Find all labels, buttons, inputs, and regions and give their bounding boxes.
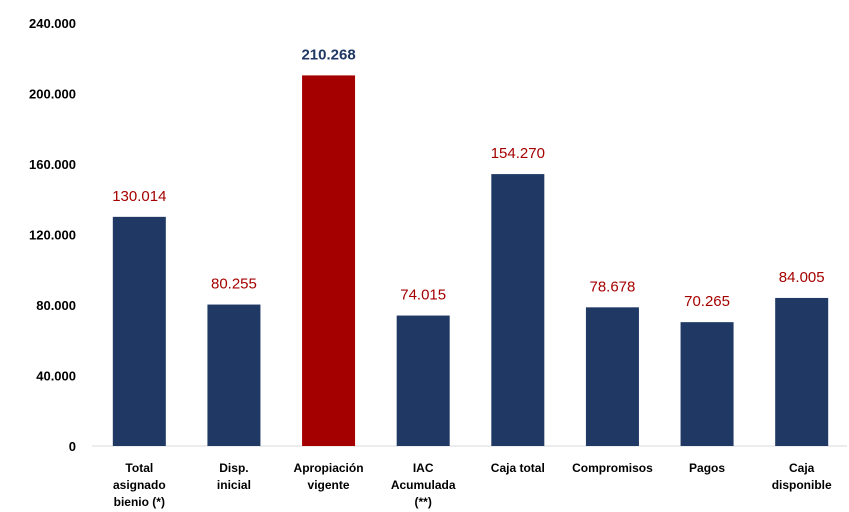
y-tick-label: 80.000: [36, 298, 76, 313]
x-axis-labels: Total asignado bienio (*) Disp. inicial Aprop…: [113, 461, 832, 509]
data-label: 70.265: [684, 293, 730, 310]
bar: [680, 322, 734, 446]
x-tick-label: Caja disponible: [772, 461, 832, 492]
data-label: 210.268: [301, 46, 355, 63]
y-tick-label: 0: [69, 439, 76, 454]
bar: [112, 216, 166, 446]
x-tick-label: Pagos: [689, 461, 725, 475]
y-tick-label: 40.000: [36, 369, 76, 384]
bar: [585, 307, 639, 446]
x-tick-label: IAC Acumulada (**): [391, 461, 456, 509]
x-tick-label: Disp. inicial: [217, 461, 251, 492]
bar: [302, 75, 356, 446]
data-label: 80.255: [211, 276, 257, 293]
data-labels: 130.014 80.255 210.268 74.015 154.270 78.678 7…: [112, 46, 824, 310]
x-tick-label: Caja total: [491, 461, 545, 475]
y-tick-label: 200.000: [29, 87, 76, 102]
y-axis: 0 40.000 80.000 120.000 160.000 200.000 240.00…: [29, 16, 76, 454]
y-tick-label: 240.000: [29, 16, 76, 31]
x-tick-label: Apropiación vigente: [294, 461, 364, 492]
y-tick-label: 160.000: [29, 157, 76, 172]
bar: [396, 315, 450, 446]
bar: [491, 174, 545, 446]
x-tick-label: Compromisos: [572, 461, 653, 475]
data-label: 74.015: [400, 287, 446, 304]
y-tick-label: 120.000: [29, 228, 76, 243]
data-label: 154.270: [491, 145, 545, 162]
data-label: 130.014: [112, 188, 166, 205]
bar: [207, 304, 261, 446]
bar: [775, 297, 829, 446]
bars: [112, 75, 829, 446]
data-label: 78.678: [589, 278, 635, 295]
data-label: 84.005: [779, 269, 825, 286]
x-tick-label: Total asignado bienio (*): [113, 461, 166, 509]
